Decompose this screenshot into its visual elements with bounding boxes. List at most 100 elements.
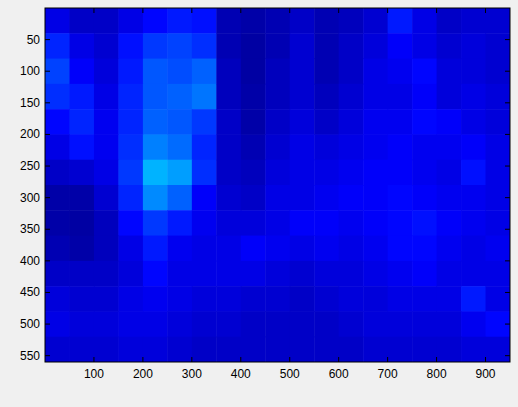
cell xyxy=(241,59,266,85)
cell xyxy=(363,337,388,362)
y-tick xyxy=(505,166,510,167)
cell xyxy=(45,8,70,34)
x-tick xyxy=(289,8,290,13)
cell xyxy=(486,311,510,337)
cell xyxy=(486,236,510,262)
figure: 1002003004005006007008009005010015020025… xyxy=(0,0,518,407)
cell xyxy=(192,84,217,110)
y-tick-label: 300 xyxy=(20,191,40,205)
cell xyxy=(167,236,192,262)
cell xyxy=(143,8,168,34)
cell xyxy=(216,337,241,362)
cell xyxy=(388,236,413,262)
cell xyxy=(94,311,119,337)
cell xyxy=(290,337,315,362)
cell xyxy=(143,59,168,85)
cell xyxy=(314,33,339,59)
cell xyxy=(45,134,70,160)
x-tick-label: 800 xyxy=(427,367,447,381)
cell xyxy=(192,311,217,337)
cell xyxy=(265,134,290,160)
cell xyxy=(339,337,364,362)
cell xyxy=(363,33,388,59)
cell xyxy=(486,286,510,312)
cell xyxy=(94,59,119,85)
cell xyxy=(167,311,192,337)
x-tick-label: 900 xyxy=(476,367,496,381)
cell xyxy=(290,134,315,160)
cell xyxy=(461,286,486,312)
cell xyxy=(339,8,364,34)
cell xyxy=(461,337,486,362)
cell xyxy=(167,134,192,160)
cell xyxy=(118,210,143,236)
cell xyxy=(437,109,462,135)
cell xyxy=(45,337,70,362)
cell xyxy=(241,185,266,211)
cell xyxy=(118,33,143,59)
cell xyxy=(314,236,339,262)
x-tick xyxy=(436,357,437,362)
cell xyxy=(290,286,315,312)
cell xyxy=(290,59,315,85)
x-tick xyxy=(93,357,94,362)
y-tick xyxy=(505,197,510,198)
cell xyxy=(45,84,70,110)
cell xyxy=(388,261,413,287)
cell xyxy=(45,311,70,337)
cell xyxy=(437,311,462,337)
cell xyxy=(192,59,217,85)
cell xyxy=(339,311,364,337)
cell xyxy=(216,134,241,160)
cell xyxy=(314,84,339,110)
cell xyxy=(69,236,94,262)
y-tick-label: 550 xyxy=(20,349,40,363)
x-tick xyxy=(93,8,94,13)
cell xyxy=(412,210,437,236)
cell xyxy=(216,311,241,337)
cell xyxy=(94,33,119,59)
cell xyxy=(167,286,192,312)
cell xyxy=(363,311,388,337)
cell xyxy=(94,185,119,211)
cells xyxy=(45,8,510,362)
y-tick xyxy=(45,102,50,103)
cell xyxy=(143,33,168,59)
cell xyxy=(69,59,94,85)
y-tick xyxy=(505,229,510,230)
cell xyxy=(143,160,168,186)
cell xyxy=(94,337,119,362)
x-tick xyxy=(387,357,388,362)
cell xyxy=(118,236,143,262)
cell xyxy=(486,8,510,34)
cell xyxy=(486,59,510,85)
x-tick xyxy=(191,8,192,13)
cell xyxy=(437,160,462,186)
cell xyxy=(363,261,388,287)
cell xyxy=(486,33,510,59)
cell xyxy=(45,286,70,312)
y-tick xyxy=(45,355,50,356)
cell xyxy=(290,84,315,110)
y-tick xyxy=(45,292,50,293)
cell xyxy=(412,59,437,85)
x-tick-label: 500 xyxy=(280,367,300,381)
cell xyxy=(216,59,241,85)
cell xyxy=(412,311,437,337)
cell xyxy=(192,261,217,287)
cell xyxy=(461,8,486,34)
cell xyxy=(143,236,168,262)
cell xyxy=(388,311,413,337)
cell xyxy=(388,59,413,85)
cell xyxy=(314,210,339,236)
y-tick xyxy=(505,102,510,103)
cell xyxy=(412,33,437,59)
y-tick xyxy=(45,39,50,40)
cell xyxy=(118,261,143,287)
cell xyxy=(461,210,486,236)
cell xyxy=(167,210,192,236)
y-tick xyxy=(45,134,50,135)
cell xyxy=(339,185,364,211)
cell xyxy=(339,134,364,160)
cell xyxy=(192,286,217,312)
